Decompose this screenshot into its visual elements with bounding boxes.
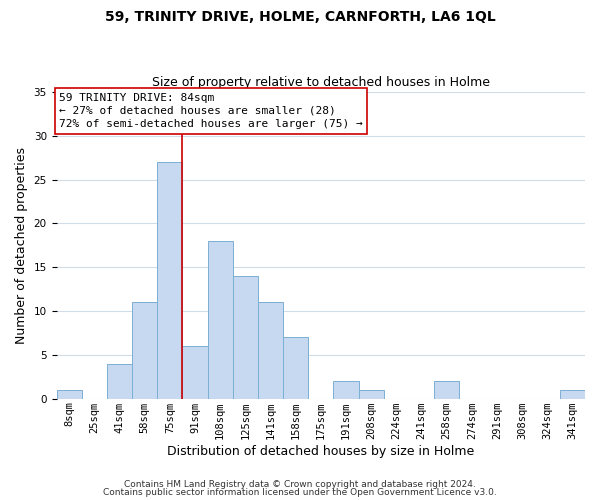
Text: 59, TRINITY DRIVE, HOLME, CARNFORTH, LA6 1QL: 59, TRINITY DRIVE, HOLME, CARNFORTH, LA6… [104,10,496,24]
Text: 59 TRINITY DRIVE: 84sqm
← 27% of detached houses are smaller (28)
72% of semi-de: 59 TRINITY DRIVE: 84sqm ← 27% of detache… [59,92,363,129]
Title: Size of property relative to detached houses in Holme: Size of property relative to detached ho… [152,76,490,90]
Bar [157,162,182,398]
Bar [258,302,283,398]
Text: Contains public sector information licensed under the Open Government Licence v3: Contains public sector information licen… [103,488,497,497]
X-axis label: Distribution of detached houses by size in Holme: Distribution of detached houses by size … [167,444,475,458]
Bar [434,381,459,398]
Text: Contains HM Land Registry data © Crown copyright and database right 2024.: Contains HM Land Registry data © Crown c… [124,480,476,489]
Bar [560,390,585,398]
Bar [132,302,157,398]
Bar [334,381,359,398]
Bar [182,346,208,399]
Y-axis label: Number of detached properties: Number of detached properties [15,147,28,344]
Bar [283,338,308,398]
Bar [233,276,258,398]
Bar [107,364,132,398]
Bar [56,390,82,398]
Bar [208,241,233,398]
Bar [359,390,383,398]
